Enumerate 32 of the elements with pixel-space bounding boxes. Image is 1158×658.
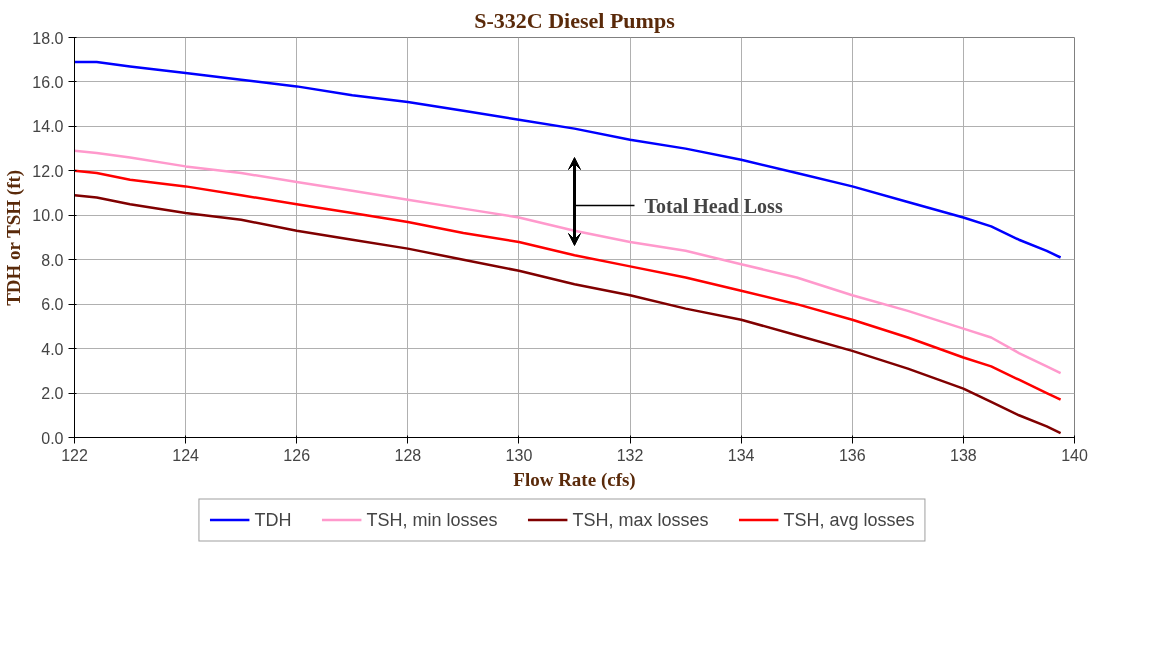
y-tick-label: 14.0 <box>32 118 64 136</box>
x-tick-label: 136 <box>838 446 866 464</box>
x-tick-label: 138 <box>950 446 977 464</box>
x-tick-label: 124 <box>172 446 200 464</box>
y-tick-label: 8.0 <box>41 251 64 269</box>
x-tick-label: 130 <box>505 446 533 464</box>
line-series <box>74 169 1062 401</box>
y-tick-label: 2.0 <box>41 385 64 403</box>
y-tick-label: 0.0 <box>41 429 64 447</box>
legend-label: TSH, avg losses <box>783 509 915 530</box>
legend-label: TDH <box>254 509 292 530</box>
x-tick-label: 126 <box>283 446 311 464</box>
legend-label: TSH, max losses <box>572 509 709 530</box>
line-series <box>74 149 1062 375</box>
x-tick-label: 122 <box>61 446 88 464</box>
y-tick-label: 18.0 <box>32 29 64 47</box>
legend-label: TSH, min losses <box>366 509 498 530</box>
x-tick-label: 128 <box>394 446 422 464</box>
x-tick-label: 140 <box>1061 446 1088 464</box>
y-tick-label: 6.0 <box>41 296 64 314</box>
y-axis-title: TDH or TSH (ft) <box>3 169 26 306</box>
y-tick-label: 10.0 <box>32 207 64 225</box>
chart-title: S-332C Diesel Pumps <box>474 7 676 33</box>
x-tick-label: 132 <box>616 446 644 464</box>
x-tick-label: 134 <box>727 446 755 464</box>
y-tick-label: 4.0 <box>41 340 64 358</box>
line-series <box>74 194 1062 435</box>
y-tick-label: 16.0 <box>32 73 64 91</box>
annotation: Total Head Loss <box>644 194 783 217</box>
line-series <box>74 60 1062 259</box>
y-tick-label: 12.0 <box>32 162 64 180</box>
x-axis-title: Flow Rate (cfs) <box>513 468 636 491</box>
